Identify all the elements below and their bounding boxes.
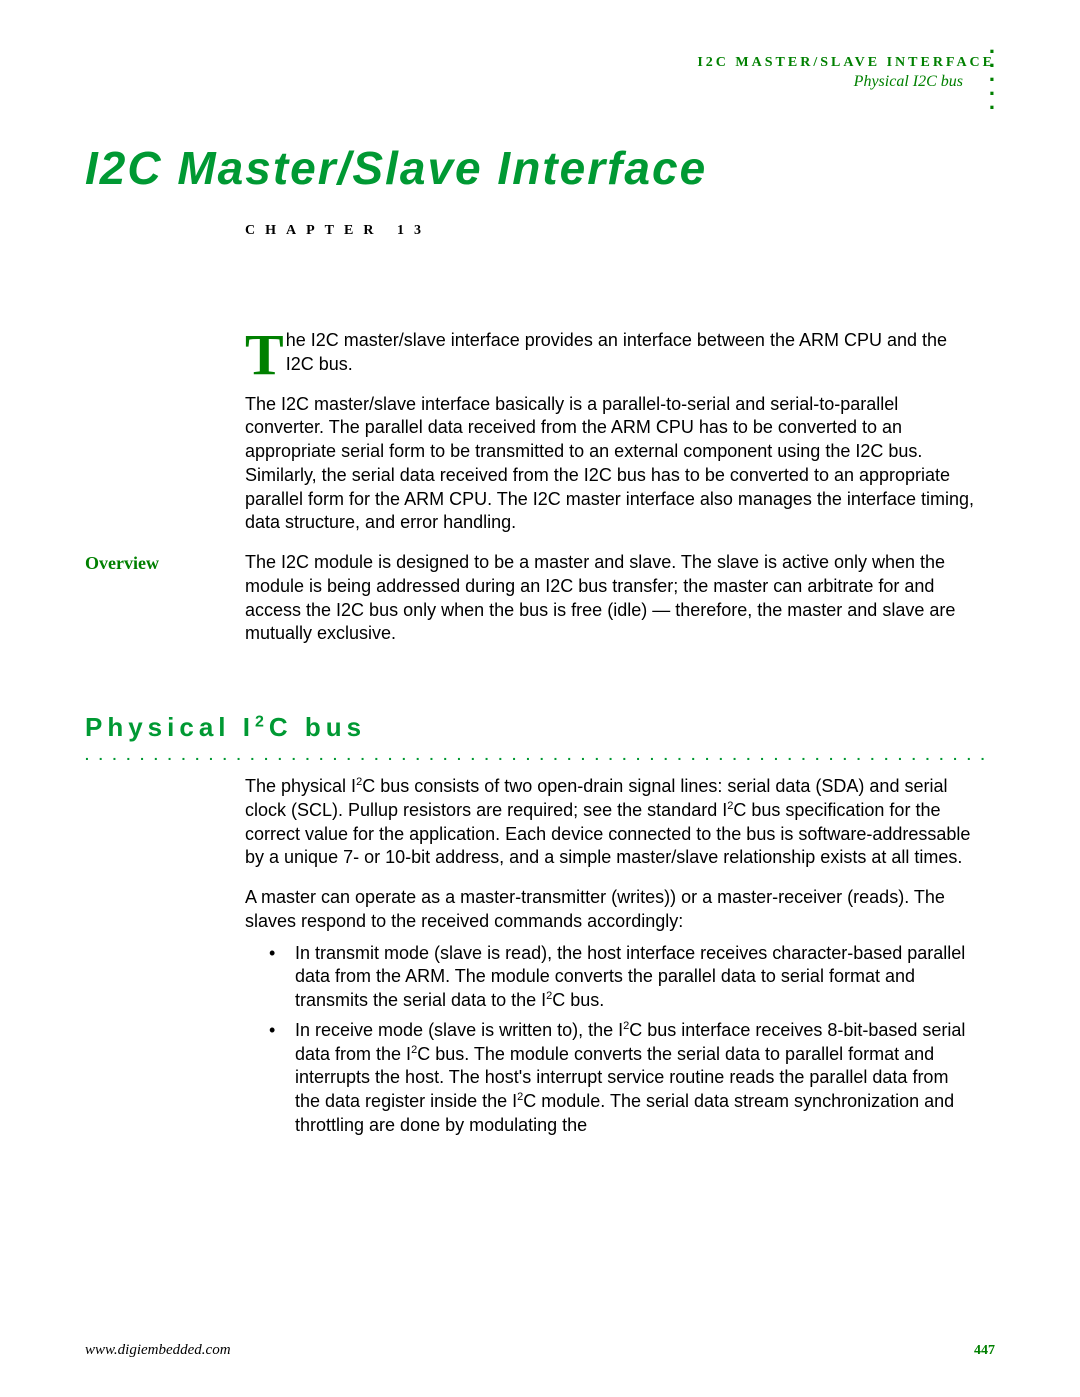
intro-paragraph-1: The I2C master/slave interface provides … bbox=[245, 329, 975, 377]
overview-label: Overview bbox=[85, 551, 245, 662]
page-footer: www.digiembedded.com 447 bbox=[85, 1342, 995, 1359]
header-title: I2C MASTER/SLAVE INTERFACE bbox=[85, 55, 995, 71]
header-subtitle: Physical I2C bus bbox=[85, 73, 995, 91]
bullet-transmit-mode: In transmit mode (slave is read), the ho… bbox=[269, 942, 975, 1013]
section-heading-sup: 2 bbox=[255, 713, 269, 730]
section-p1: The physical I2C bus consists of two ope… bbox=[245, 775, 975, 870]
header-dot-decoration: ..... bbox=[989, 39, 995, 109]
footer-page-number: 447 bbox=[974, 1343, 995, 1359]
mode-list: In transmit mode (slave is read), the ho… bbox=[269, 942, 975, 1138]
intro-paragraph-2: The I2C master/slave interface basically… bbox=[245, 393, 975, 536]
overview-text: The I2C module is designed to be a maste… bbox=[245, 551, 975, 646]
overview-row: Overview The I2C module is designed to b… bbox=[85, 551, 995, 662]
footer-url: www.digiembedded.com bbox=[85, 1342, 231, 1359]
bullet-receive-mode: In receive mode (slave is written to), t… bbox=[269, 1019, 975, 1138]
dotted-rule: . . . . . . . . . . . . . . . . . . . . … bbox=[85, 747, 995, 763]
section-heading-pre: Physical I bbox=[85, 712, 255, 742]
dropcap: T bbox=[245, 333, 284, 377]
section-body: The physical I2C bus consists of two ope… bbox=[245, 775, 975, 1138]
chapter-title: I2C Master/Slave Interface bbox=[85, 141, 995, 195]
section-heading-post: C bus bbox=[269, 712, 366, 742]
running-header: ..... I2C MASTER/SLAVE INTERFACE Physica… bbox=[85, 55, 995, 91]
intro-p1-text: he I2C master/slave interface provides a… bbox=[286, 330, 947, 374]
chapter-number-label: CHAPTER 13 bbox=[245, 223, 995, 239]
section-heading: Physical I2C bus bbox=[85, 712, 995, 743]
section-p2: A master can operate as a master-transmi… bbox=[245, 886, 975, 934]
intro-block: The I2C master/slave interface provides … bbox=[245, 329, 975, 535]
